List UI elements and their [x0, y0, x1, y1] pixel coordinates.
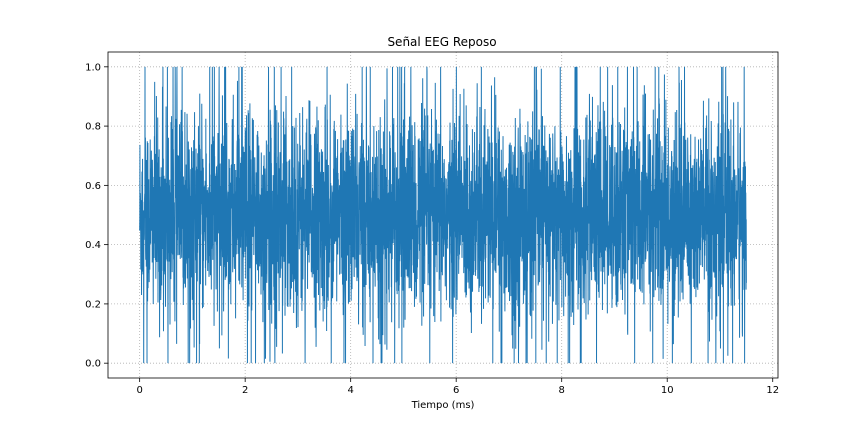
chart-title: Señal EEG Reposo — [387, 35, 496, 49]
y-tick-label: 1.0 — [85, 62, 101, 73]
x-axis-label: Tiempo (ms) — [411, 400, 475, 411]
x-tick-label: 4 — [347, 385, 353, 396]
y-tick-label: 0.2 — [85, 299, 101, 310]
x-axis-ticks: 0 2 4 6 8 10 12 — [136, 378, 779, 396]
plot-frame — [107, 51, 779, 379]
y-tick-label: 0.0 — [85, 359, 101, 370]
x-tick-label: 2 — [242, 385, 248, 396]
x-tick-label: 10 — [661, 385, 674, 396]
x-tick-label: 0 — [136, 385, 142, 396]
y-axis-ticks: 0.0 0.2 0.4 0.6 0.8 1.0 — [85, 62, 108, 370]
x-tick-label: 6 — [453, 385, 459, 396]
x-tick-label: 12 — [766, 385, 779, 396]
y-tick-label: 0.4 — [85, 240, 101, 251]
x-tick-label: 8 — [559, 385, 565, 396]
y-tick-label: 0.6 — [85, 181, 101, 192]
y-tick-label: 0.8 — [85, 122, 101, 133]
series-line-eeg — [139, 66, 747, 364]
